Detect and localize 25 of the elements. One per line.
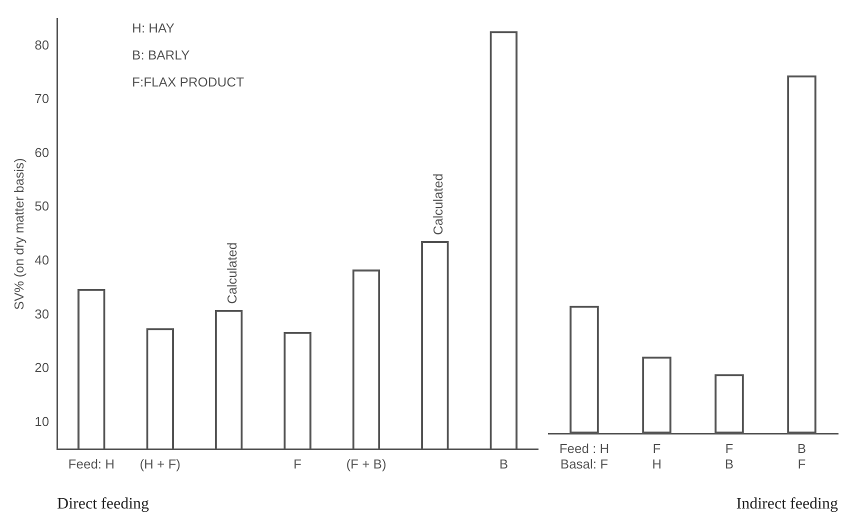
y-tick-label: 50 <box>34 198 50 214</box>
y-tick-label: 10 <box>34 414 50 429</box>
annotation: H: HAY <box>132 20 175 36</box>
annotation: F:FLAX PRODUCT <box>132 74 244 90</box>
y-tick-label: 60 <box>34 144 50 160</box>
y-tick-label: 70 <box>34 91 50 106</box>
x-tick-label: Feed: H <box>68 456 115 472</box>
annotation: Calculated <box>430 174 446 235</box>
y-tick-label: 30 <box>34 306 50 322</box>
x-tick-label: (H + F) <box>140 456 181 472</box>
x-tick-label: (F + B) <box>346 456 386 472</box>
x-tick-label: B F <box>797 440 806 472</box>
x-tick-label: B <box>499 456 508 472</box>
annotation: Calculated <box>224 242 240 304</box>
x-tick-label: F B <box>724 440 734 472</box>
y-tick-label: 20 <box>34 360 50 376</box>
x-axis-title: Direct feeding <box>57 496 150 513</box>
x-tick-label: F H <box>652 440 662 472</box>
y-tick-label: 40 <box>34 252 50 268</box>
y-axis-title: SV% (on dry matter basis) <box>11 158 26 310</box>
x-tick-label: F <box>294 456 302 472</box>
y-tick-label: 80 <box>34 37 50 52</box>
x-axis-title: Indirect feeding <box>736 496 838 513</box>
annotation: B: BARLY <box>132 47 190 62</box>
x-tick-label: Feed : H Basal: F <box>559 440 610 472</box>
